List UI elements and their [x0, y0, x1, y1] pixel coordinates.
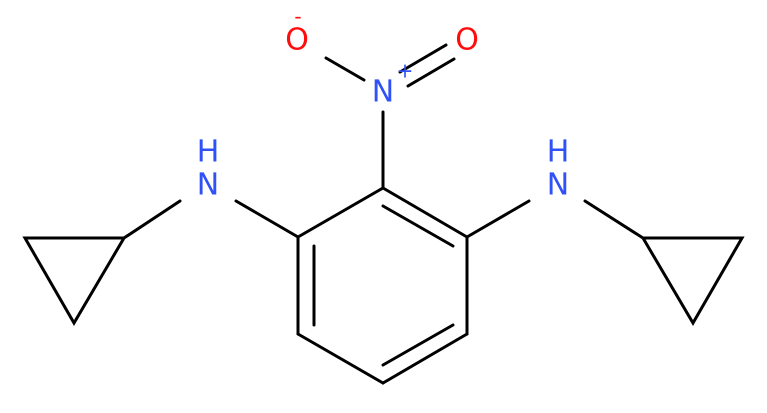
bond [583, 199, 645, 240]
hydrogen: H [547, 135, 570, 170]
cyclopropyl [22, 236, 127, 326]
bond [406, 57, 456, 88]
oxygen: O [455, 23, 479, 58]
nitrogen: N [197, 168, 219, 203]
oxygen: O [285, 23, 309, 58]
charge: - [294, 5, 301, 29]
cyclopropyl [640, 236, 745, 326]
bond [234, 199, 300, 239]
bond [122, 199, 182, 240]
bond [324, 56, 366, 82]
bond [381, 186, 469, 239]
atoms: O - N + O H N H N [197, 5, 570, 203]
bond [296, 186, 385, 239]
hydrogen: H [197, 135, 220, 170]
bonds [22, 43, 745, 385]
bond [465, 199, 531, 239]
nitrogen: N [547, 168, 569, 203]
bond [381, 332, 469, 385]
bond [398, 43, 448, 74]
nitrogen: N [372, 75, 394, 110]
bond-inner [381, 323, 455, 367]
bond [296, 332, 385, 385]
charge: + [397, 59, 414, 83]
bond-inner [381, 204, 455, 248]
